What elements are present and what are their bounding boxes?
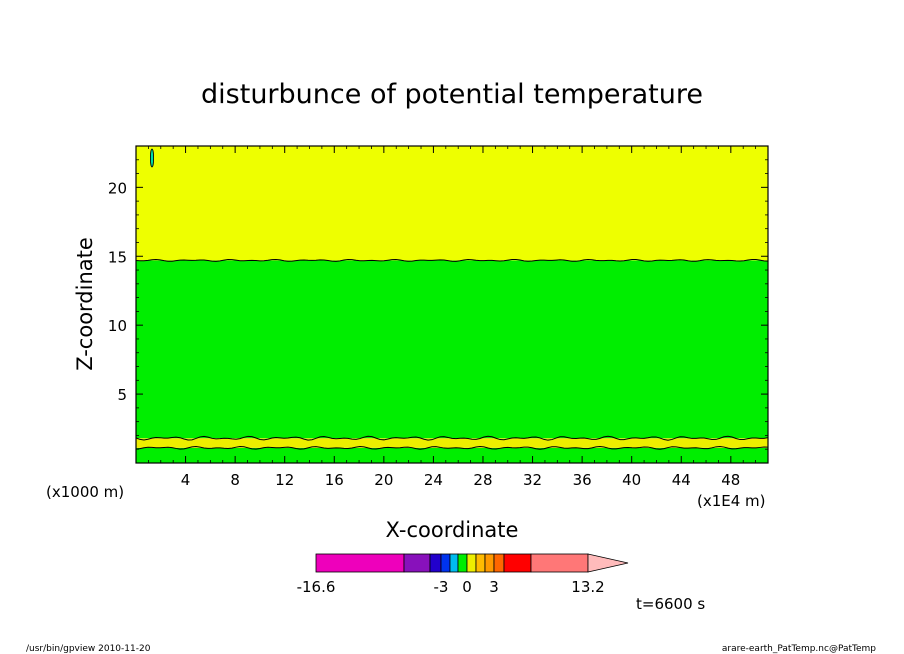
small-contour-blob xyxy=(149,148,154,168)
colorbar-segment xyxy=(440,553,451,573)
x-tick-label: 12 xyxy=(275,471,294,489)
colorbar-label: -16.6 xyxy=(297,578,336,596)
x-tick-label: 8 xyxy=(230,471,240,489)
x-unit-label: (x1E4 m) xyxy=(697,492,766,510)
x-tick-label: 48 xyxy=(721,471,740,489)
y-unit-label: (x1000 m) xyxy=(46,483,124,501)
plot-frame xyxy=(135,145,769,464)
colorbar-segment xyxy=(429,553,442,573)
x-axis-label: X-coordinate xyxy=(386,518,519,542)
y-axis-label: Z-coordinate xyxy=(73,237,97,371)
x-tick-label: 28 xyxy=(473,471,492,489)
footer-left: /usr/bin/gpview 2010-11-20 xyxy=(26,644,151,654)
colorbar-segment xyxy=(457,553,468,573)
x-ticks: 4 8 12 16 20 24 28 32 36 40 44 48 xyxy=(147,146,757,489)
x-tick-label: 24 xyxy=(424,471,443,489)
y-tick-label: 15 xyxy=(108,248,127,266)
contour-line-low xyxy=(135,445,769,450)
colorbar-segment xyxy=(449,553,459,573)
colorbar-segment xyxy=(475,553,486,573)
y-tick-label: 10 xyxy=(108,317,127,335)
contour-band-2 xyxy=(136,260,768,439)
colorbar-segment xyxy=(315,553,405,573)
colorbar-label: 3 xyxy=(489,578,499,596)
colorbar-arrow xyxy=(587,553,629,573)
x-tick-label: 4 xyxy=(181,471,191,489)
contour-band-1 xyxy=(136,438,768,448)
contour-line-high xyxy=(135,258,769,262)
time-label: t=6600 s xyxy=(636,595,705,613)
x-tick-label: 44 xyxy=(672,471,691,489)
colorbar-segment xyxy=(493,553,505,573)
x-tick-label: 36 xyxy=(573,471,592,489)
contour-band-3 xyxy=(136,146,768,261)
x-tick-label: 20 xyxy=(374,471,393,489)
colorbar-label: 13.2 xyxy=(571,578,604,596)
colorbar-label: -3 xyxy=(434,578,449,596)
footer-right: arare-earth_PatTemp.nc@PatTemp xyxy=(722,644,876,654)
y-tick-label: 5 xyxy=(117,386,127,404)
x-tick-label: 40 xyxy=(622,471,641,489)
x-tick-label: 32 xyxy=(523,471,542,489)
chart-title: disturbunce of potential temperature xyxy=(201,79,703,110)
contour-line-mid xyxy=(135,435,769,441)
colorbar-segment xyxy=(484,553,495,573)
y-tick-label: 20 xyxy=(108,179,127,197)
colorbar-label: 0 xyxy=(462,578,472,596)
contour-bands xyxy=(136,146,768,463)
x-tick-label: 16 xyxy=(325,471,344,489)
colorbar: -16.6 -3 0 3 13.2 xyxy=(297,553,629,596)
colorbar-segment xyxy=(530,553,589,573)
y-ticks: 5 10 15 20 xyxy=(108,159,768,450)
contour-band-0 xyxy=(136,447,768,463)
colorbar-segment xyxy=(403,553,431,573)
colorbar-segment xyxy=(466,553,477,573)
colorbar-segment xyxy=(503,553,532,573)
